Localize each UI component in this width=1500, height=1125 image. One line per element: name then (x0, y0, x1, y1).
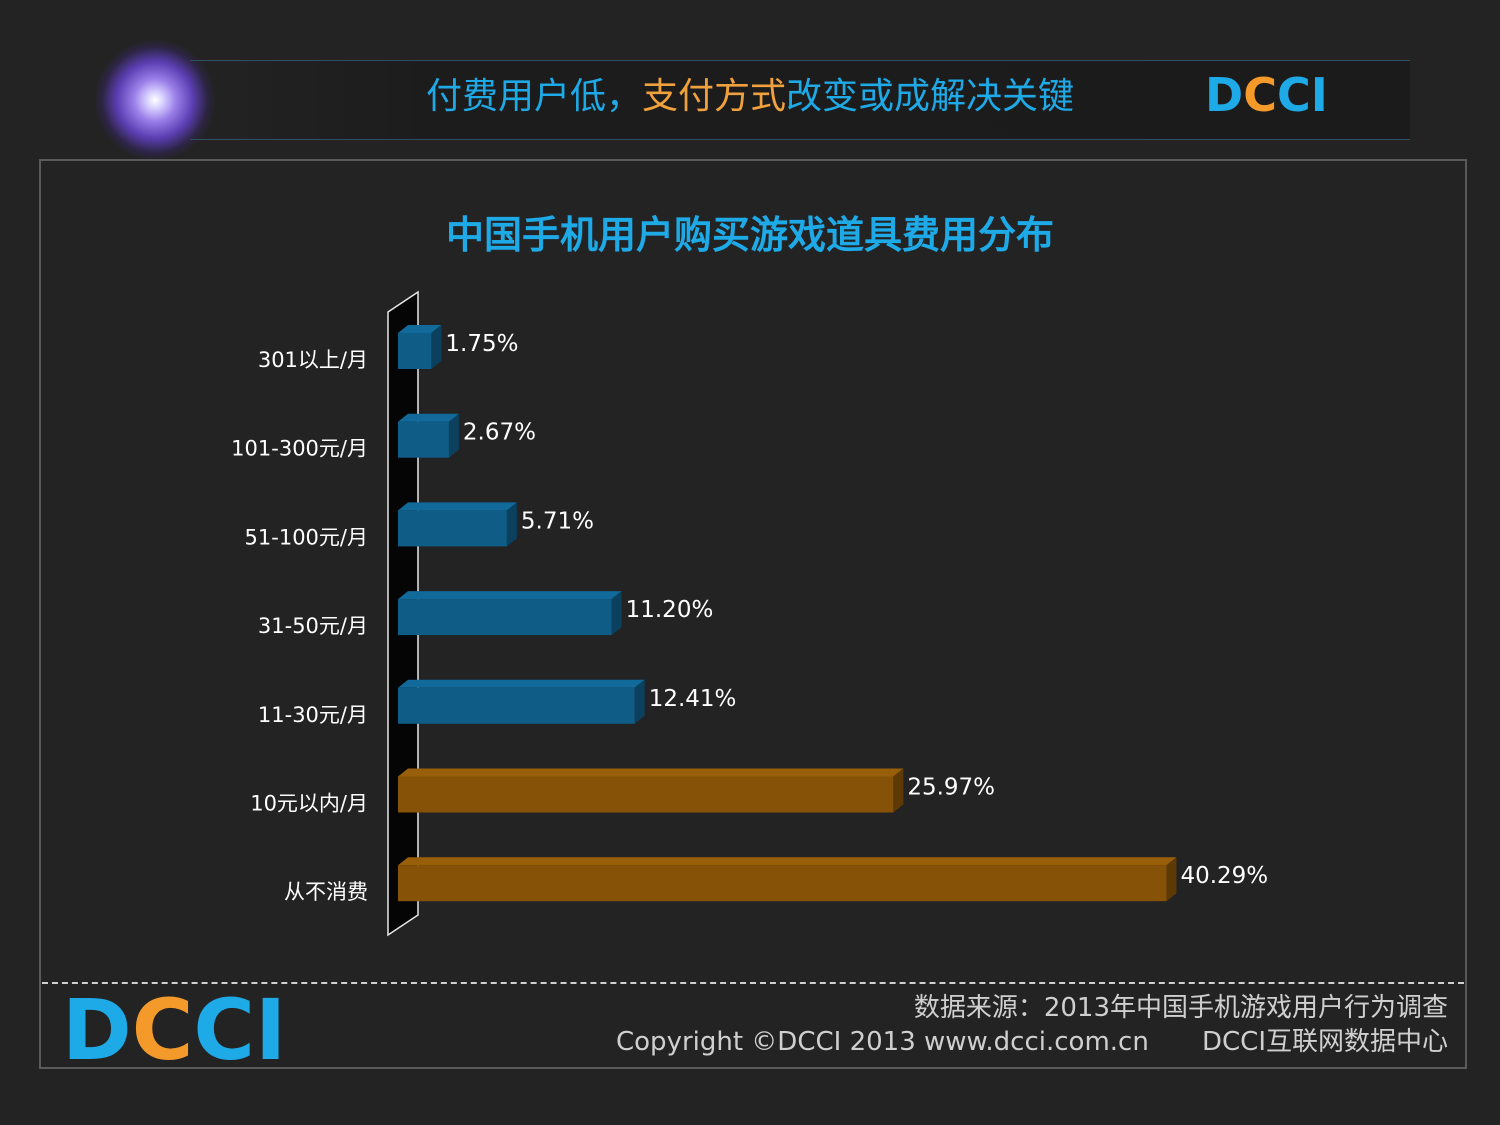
logo-letter: I (1310, 68, 1328, 122)
bar-value-label: 40.29% (1180, 863, 1268, 889)
slide-title-part3: 改变或成解决关键 (786, 76, 1075, 117)
category-label: 从不消费 (284, 880, 368, 904)
logo-letter: D (1205, 68, 1244, 122)
category-label: 301以上/月 (258, 348, 368, 372)
bar-group: 1.75% 301以上/月 (258, 325, 518, 372)
category-label: 10元以内/月 (250, 792, 368, 816)
logo-letter: C (131, 981, 194, 1079)
bar-value-label: 5.71% (521, 508, 594, 534)
bar-top-face (398, 591, 622, 600)
bar-top-face (398, 768, 904, 777)
bar-group: 5.71% 51-100元/月 (245, 502, 594, 549)
bar-group: 11.20% 31-50元/月 (258, 591, 713, 638)
bar-group: 25.97% 10元以内/月 (250, 768, 995, 816)
bar-value-label: 12.41% (649, 686, 737, 712)
bar-value-label: 11.20% (626, 597, 714, 623)
bar (398, 687, 635, 724)
bar-side-face (893, 768, 904, 813)
slide-title-part2: 支付方式 (642, 76, 787, 117)
bar-group: 40.29% 从不消费 (284, 857, 1268, 904)
chart-title: 中国手机用户购买游戏道具费用分布 (445, 213, 1054, 257)
bar-top-face (398, 857, 1177, 866)
slide-title: 付费用户低，支付方式改变或成解决关键 (426, 72, 1126, 122)
bar-top-face (398, 679, 645, 688)
bar (398, 776, 894, 813)
bar (398, 599, 612, 636)
bar-side-face (431, 325, 442, 369)
category-label: 31-50元/月 (258, 614, 368, 638)
category-label: 11-30元/月 (258, 703, 368, 727)
bar-side-face (506, 502, 517, 547)
logo-letter: C (1276, 68, 1311, 122)
logo-letter: D (62, 981, 132, 1079)
bar (398, 510, 507, 547)
bar-value-label: 2.67% (463, 420, 536, 446)
data-source-text: 数据来源：2013年中国手机游戏用户行为调查 (913, 993, 1448, 1023)
bar-side-face (1166, 857, 1177, 902)
category-label: 51-100元/月 (245, 525, 368, 549)
bar-top-face (398, 325, 442, 333)
header-bar (190, 60, 1410, 140)
bar-side-face (611, 591, 622, 636)
logo-letter: I (255, 981, 287, 1079)
bar-group: 2.67% 101-300元/月 (231, 413, 536, 461)
copyright-text: Copyright ©DCCI 2013 www.dcci.com.cn (616, 1027, 1149, 1057)
bar-top-face (398, 413, 459, 422)
slide-title-part1: 付费用户低， (426, 76, 643, 117)
bar-top-face (398, 502, 517, 511)
bar-value-label: 25.97% (907, 775, 995, 801)
bar (398, 333, 432, 369)
footer-divider (42, 982, 1464, 984)
content-frame (39, 159, 1467, 1069)
logo-letter: C (193, 981, 256, 1079)
bar-side-face (448, 413, 459, 458)
bar-side-face (634, 679, 645, 724)
bar-group: 12.41% 11-30元/月 (258, 679, 737, 727)
bar (398, 865, 1167, 902)
organization-text: DCCI互联网数据中心 (1202, 1027, 1448, 1057)
category-label: 101-300元/月 (231, 437, 368, 461)
logo-letter: C (1243, 68, 1277, 122)
bar (398, 421, 449, 458)
bar-value-label: 1.75% (445, 331, 518, 357)
